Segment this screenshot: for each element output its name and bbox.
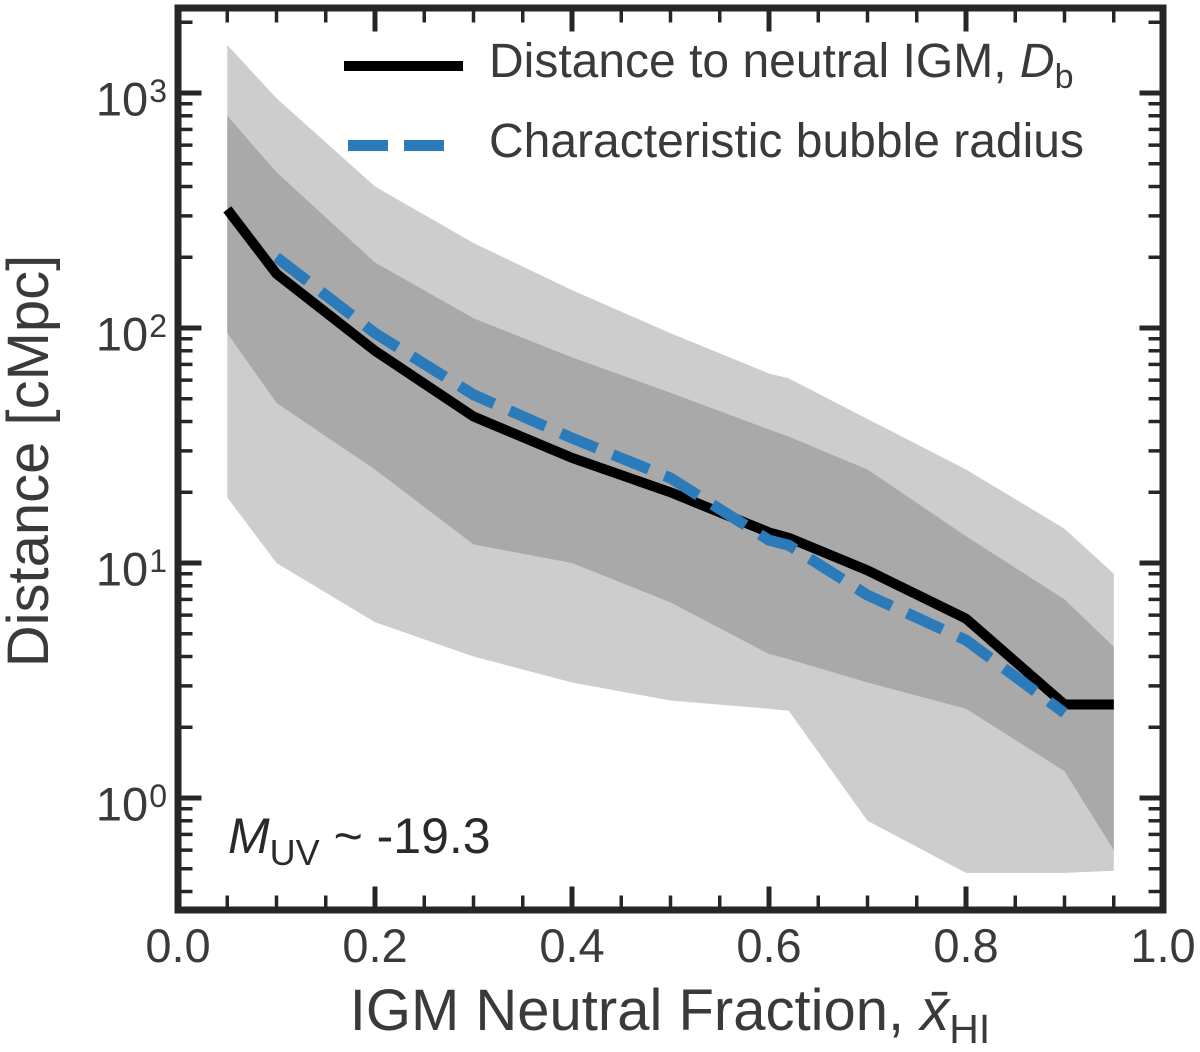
x-axis-label-text: IGM Neutral Fraction,	[349, 978, 921, 1043]
x-tick-label: 0.6	[736, 919, 802, 972]
y-tick-label: 102	[95, 307, 167, 361]
x-axis-label-math-xbar: x̄	[920, 978, 950, 1043]
y-axis-label: Distance [cMpc]	[0, 254, 61, 668]
legend-entry-distance: Distance to neutral IGM, Db	[489, 34, 1189, 96]
characteristic-bubble-radius-line	[273, 252, 1068, 718]
annotation-muv: MUV ~ -19.3	[228, 807, 491, 882]
annotation-math-M: M	[228, 808, 270, 864]
x-tick-label: 0.0	[145, 919, 211, 972]
x-tick-label: 0.4	[539, 919, 605, 972]
legend-entry-bubble-radius: Characteristic bubble radius	[489, 114, 1189, 170]
x-axis-label-subscript: HI	[949, 1006, 991, 1052]
legend-label: Characteristic bubble radius	[489, 115, 1084, 168]
annotation-subscript: UV	[269, 832, 320, 873]
x-tick-label: 0.8	[933, 919, 999, 972]
x-tick-label: 1.0	[1130, 919, 1196, 972]
legend-label: Distance to neutral IGM,	[489, 35, 1020, 88]
y-tick-label: 100	[95, 777, 167, 831]
legend-label-math: D	[1019, 35, 1055, 88]
y-tick-label: 103	[95, 72, 167, 126]
y-tick-label: 101	[95, 542, 167, 596]
x-axis-label: IGM Neutral Fraction, x̄HI	[70, 980, 1200, 1052]
legend-line-sample-dashed	[348, 140, 458, 151]
annotation-value: ~ -19.3	[319, 808, 491, 864]
legend-label-subscript: b	[1054, 58, 1074, 96]
legend-line-sample-solid	[344, 61, 463, 71]
plot-border	[174, 4, 1167, 914]
x-tick-label: 0.2	[342, 919, 408, 972]
